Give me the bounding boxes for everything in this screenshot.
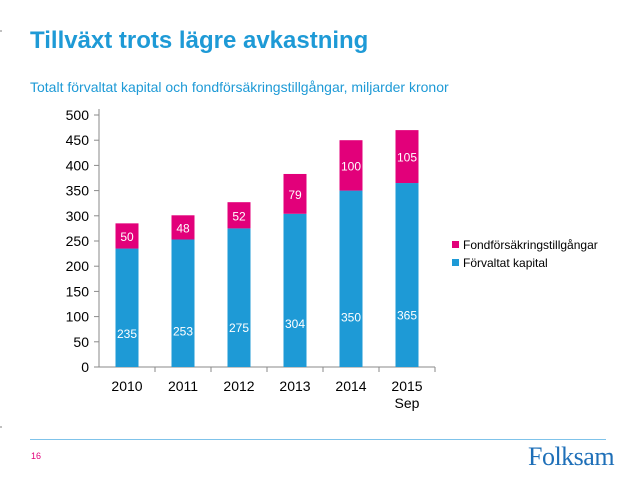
bar-fondforsakringstillgangar [283,173,307,214]
data-label: 50 [120,230,134,244]
legend-label: Fondförsäkringstillgångar [463,238,598,252]
data-label: 52 [232,209,246,223]
x-tick-label: 2014 [335,378,366,394]
data-label: 304 [285,317,305,331]
y-tick-label: 100 [66,309,90,325]
folksam-logo: Folksam [528,442,615,471]
legend-swatch-fond [452,241,459,248]
x-tick-label: 2012 [223,378,254,394]
x-tick-label: 2015 [391,378,422,394]
y-tick-label: 50 [73,334,89,350]
edge-mark-top [0,30,2,32]
y-tick-label: 400 [66,157,90,173]
x-tick-label: 2010 [111,378,142,394]
y-tick-label: 300 [66,208,90,224]
data-label: 365 [397,308,417,322]
bar-fondforsakringstillgangar [395,130,419,184]
edge-mark-bottom [0,426,2,428]
bar-forvaltat-kapital [171,239,195,367]
bar-forvaltat-kapital [115,248,139,367]
bar-fondforsakringstillgangar [227,202,251,229]
bar-forvaltat-kapital [283,213,307,367]
bar-forvaltat-kapital [339,190,363,367]
x-tick-label: Sep [395,395,420,411]
y-tick-label: 0 [81,359,89,375]
bar-fondforsakringstillgangar [171,215,195,240]
data-label: 350 [341,311,361,325]
y-tick-label: 200 [66,258,90,274]
data-label: 235 [117,327,137,341]
y-tick-label: 250 [66,233,90,249]
data-label: 79 [288,188,302,202]
footer-divider [30,439,606,440]
data-label: 275 [229,321,249,335]
y-tick-label: 450 [66,132,90,148]
bar-fondforsakringstillgangar [339,140,363,191]
y-tick-label: 500 [66,107,90,123]
bar-forvaltat-kapital [395,183,419,367]
data-label: 48 [176,221,190,235]
chart-subtitle: Totalt förvaltat kapital och fondförsäkr… [30,79,449,95]
slide-title: Tillväxt trots lägre avkastning [30,27,369,54]
y-tick-label: 150 [66,283,90,299]
data-label: 253 [173,324,193,338]
y-tick-label: 350 [66,183,90,199]
page-number: 16 [31,451,42,461]
legend-swatch-forvaltat [452,259,459,266]
data-label: 105 [397,151,417,165]
x-tick-label: 2011 [168,378,198,394]
data-label: 100 [341,159,361,173]
bar-forvaltat-kapital [227,228,251,367]
legend-label: Förvaltat kapital [463,256,548,270]
bar-fondforsakringstillgangar [115,223,139,249]
x-tick-label: 2013 [279,378,310,394]
